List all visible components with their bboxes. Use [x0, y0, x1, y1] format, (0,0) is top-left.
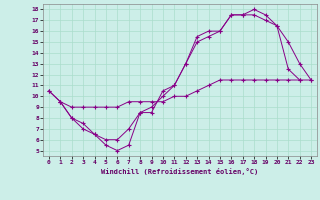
X-axis label: Windchill (Refroidissement éolien,°C): Windchill (Refroidissement éolien,°C)	[101, 168, 259, 175]
